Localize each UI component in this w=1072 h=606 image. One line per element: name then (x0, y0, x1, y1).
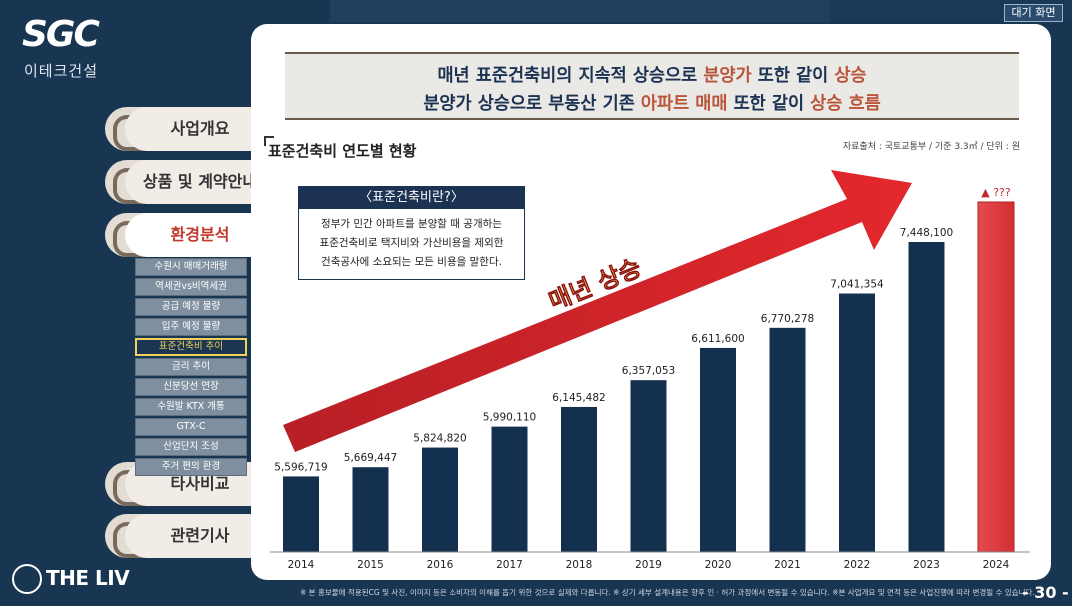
submenu-item[interactable]: 산업단지 조성 (135, 438, 247, 456)
bar-2019 (630, 380, 667, 552)
submenu-item[interactable]: 수원시 매매거래량 (135, 258, 247, 276)
menu-label: 상품 및 계약안내 (142, 172, 258, 191)
submenu: 수원시 매매거래량 역세권vs비역세권 공급 예정 물량 입주 예정 물량 표준… (135, 258, 247, 478)
x-tick-2014: 2014 (288, 559, 315, 571)
headline-box: 매년 표준건축비의 지속적 상승으로 분양가 또한 같이 상승 분양가 상승으로… (285, 52, 1019, 120)
definition-box: 〈표준건축비란?〉 정부가 민간 아파트를 분양할 때 공개하는 표준건축비로 … (298, 186, 525, 280)
footer-note: ※ 본 홍보물에 적용된CG 및 사진, 이미지 등은 소비자의 이해를 돕기 … (300, 588, 1035, 597)
x-tick-2023: 2023 (913, 559, 940, 571)
value-label-2018: 6,145,482 (552, 392, 605, 404)
bar-2020 (700, 347, 736, 552)
bar-2014 (283, 476, 319, 552)
menu-label: 사업개요 (170, 119, 230, 138)
value-label-2016: 5,824,820 (413, 433, 466, 445)
brand-text: THE LIV (46, 566, 130, 590)
page-number: - 30 - (1022, 583, 1069, 602)
submenu-item[interactable]: 주거 편의 환경 (135, 458, 247, 476)
menu-business-overview[interactable]: 사업개요 (105, 107, 270, 151)
submenu-item[interactable]: 수원발 KTX 개통 (135, 398, 247, 416)
logo-subtext: 이테크건설 (24, 62, 99, 80)
bar-2016 (422, 447, 458, 552)
definition-title: 〈표준건축비란?〉 (299, 187, 524, 209)
bar-2023 (908, 242, 945, 552)
menu-label: 환경분석 (170, 225, 230, 244)
data-source: 자료출처 : 국토교통부 / 기준 3.3㎡ / 단위 : 원 (842, 142, 1020, 152)
x-tick-2017: 2017 (496, 559, 523, 571)
submenu-item[interactable]: 공급 예정 물량 (135, 298, 247, 316)
x-tick-2024: 2024 (983, 559, 1010, 571)
value-label-2020: 6,611,600 (691, 333, 744, 345)
bar-2021 (769, 327, 806, 552)
submenu-item[interactable]: 신분당선 연장 (135, 378, 247, 396)
bar-2017 (491, 426, 528, 552)
definition-body: 정부가 민간 아파트를 분양할 때 공개하는 표준건축비로 택지비와 가산비용을… (319, 218, 504, 268)
submenu-item[interactable]: GTX-C (135, 418, 247, 436)
menu-environment-analysis[interactable]: 환경분석 (105, 213, 270, 257)
submenu-item[interactable]: 금리 추이 (135, 358, 247, 376)
value-label-2023: 7,448,100 (900, 227, 953, 239)
standby-button[interactable]: 대기 화면 (1004, 4, 1063, 22)
x-tick-2019: 2019 (635, 559, 662, 571)
value-label-2019: 6,357,053 (622, 365, 675, 377)
section-mark-icon (264, 136, 274, 146)
x-tick-2021: 2021 (774, 559, 801, 571)
menu-label: 관련기사 (170, 526, 230, 545)
theliv-logo: THE LIV (12, 562, 142, 596)
value-label-2015: 5,669,447 (344, 452, 397, 464)
submenu-item-active[interactable]: 표준건축비 추이 (135, 338, 247, 356)
menu-related-articles[interactable]: 관련기사 (105, 514, 270, 558)
x-tick-2022: 2022 (844, 559, 871, 571)
value-label-2022: 7,041,354 (830, 279, 884, 291)
section-title: 표준건축비 연도별 현황 (268, 142, 417, 160)
bar-2018 (561, 406, 597, 552)
x-tick-2020: 2020 (705, 559, 732, 571)
top-stripe (330, 0, 830, 22)
headline-line-1: 매년 표준건축비의 지속적 상승으로 분양가 또한 같이 상승 (437, 66, 867, 86)
headline-line-2: 분양가 상승으로 부동산 기존 아파트 매매 또한 같이 상승 흐름 (423, 94, 881, 114)
menu-label: 타사비교 (170, 474, 230, 493)
value-label-2017: 5,990,110 (483, 412, 536, 424)
value-label-2024: ▲ ??? (981, 186, 1011, 199)
theliv-mark-icon (12, 564, 42, 594)
x-tick-2015: 2015 (357, 559, 384, 571)
menu-product-contract[interactable]: 상품 및 계약안내 (105, 160, 270, 204)
value-label-2021: 6,770,278 (761, 313, 814, 325)
submenu-item[interactable]: 역세권vs비역세권 (135, 278, 247, 296)
value-label-2014: 5,596,719 (274, 461, 327, 473)
logo-text: SGC (22, 14, 100, 55)
x-tick-2016: 2016 (427, 559, 454, 571)
sgc-logo: SGC 이테크건설 (22, 14, 122, 84)
bar-2022 (839, 293, 875, 552)
bar-2015 (352, 467, 389, 552)
x-tick-2018: 2018 (566, 559, 593, 571)
bar-2024 (977, 201, 1015, 553)
submenu-item[interactable]: 입주 예정 물량 (135, 318, 247, 336)
